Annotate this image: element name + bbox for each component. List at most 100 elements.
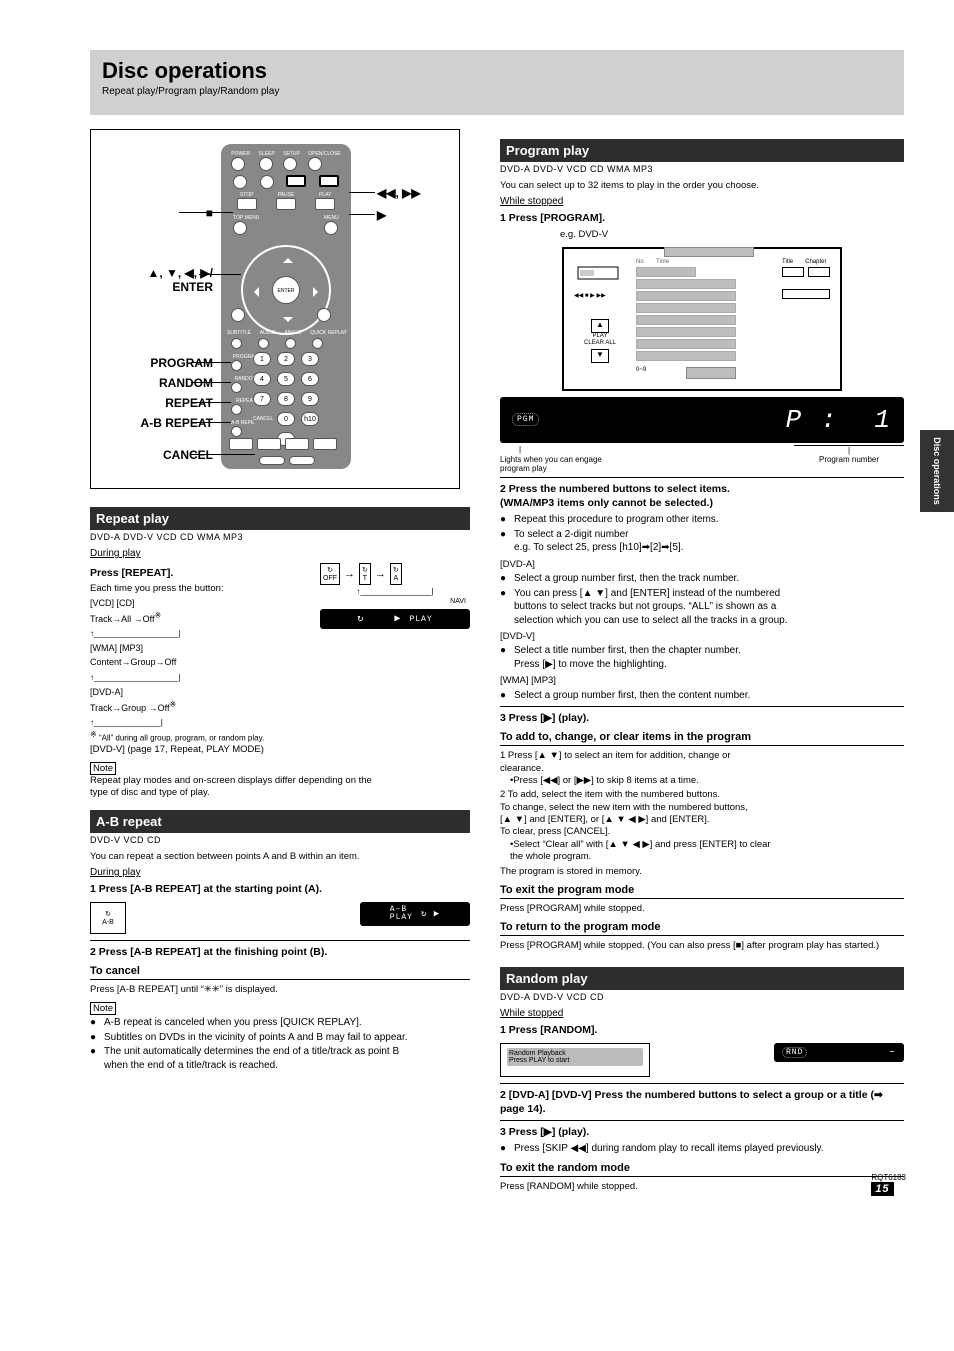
program-disp-labels: Lights when you can engage program play …	[500, 455, 904, 473]
pgm-indicator-icon: PGM	[512, 413, 539, 426]
dpad-left-icon	[249, 287, 259, 297]
program-example: e.g. DVD-V	[560, 229, 904, 241]
lead-line	[191, 402, 231, 403]
enter-label: ENTER	[172, 280, 213, 294]
num-7: 7	[253, 392, 271, 406]
program-add1: 1 Press [▲ ▼] to select an item for addi…	[500, 750, 904, 775]
page-subtitle: Repeat play/Program play/Random play	[102, 86, 892, 97]
p2-dvdv: [DVD-V]	[500, 631, 904, 643]
p2-bullet-2: ●To select a 2-digit number e.g. To sele…	[500, 528, 904, 555]
repeat-playtext: PLAY	[409, 615, 432, 624]
qrep-label: QUICK REPLAY	[310, 330, 347, 336]
zoom-button	[259, 456, 285, 465]
ab-figure: ↻A-B A–B PLAY ↻ ▶	[90, 902, 470, 934]
repeat-osd-figure: ↻OFF → ↻T → ↻A ↑________________| NAVI ↻…	[320, 563, 470, 629]
tv-row	[636, 267, 696, 277]
section-random: Random play	[500, 967, 904, 990]
program-step3: 3 Press [▶] (play).	[500, 711, 904, 725]
lead-line	[191, 362, 231, 363]
program-tv-wrap: ◀◀ ■ ▶ ▶▶ ▲ PLAY CLEAR ALL ▼ No Time	[500, 247, 904, 391]
stop-sym-label: ■	[93, 206, 213, 220]
p2-dvda-b1: ●Select a group number first, then the t…	[500, 572, 904, 586]
setup-button	[283, 157, 297, 171]
tv-row	[636, 339, 736, 349]
player-icon	[574, 259, 622, 289]
angle-button	[285, 338, 296, 349]
program-disp-annot: | |	[500, 445, 904, 455]
ab-step2: 2 Press [A-B REPEAT] at the finishing po…	[90, 945, 470, 959]
display-button	[231, 308, 245, 322]
btn-label: POWER	[231, 152, 250, 157]
section-ab: A-B repeat	[90, 810, 470, 833]
search-back-button	[286, 175, 306, 187]
random-formats: DVD-A DVD-V VCD CD	[500, 992, 904, 1002]
pause-label: PAUSE	[276, 193, 296, 198]
lead-line	[191, 454, 255, 455]
ab-bullet-3: ●The unit automatically determines the e…	[90, 1045, 470, 1072]
p2-dvdv-b1: ●Select a title number first, then the c…	[500, 644, 904, 671]
side-tab: Disc operations	[920, 430, 954, 512]
posmem-button	[289, 456, 315, 465]
display-p: P :	[786, 405, 839, 435]
program-step1: 1 Press [PROGRAM].	[500, 211, 904, 225]
skip-back-button	[233, 175, 247, 189]
abrepeat-label: A-B REPEAT	[93, 416, 213, 430]
play-arrow-label: ▶	[377, 208, 386, 222]
random-exit: Press [RANDOM] while stopped.	[500, 1181, 904, 1193]
num-6: 6	[301, 372, 319, 386]
angle-label: ANGLE	[285, 330, 302, 336]
remote-diagram: POWER SLEEP SETUP OPEN/CLOSE STOP PAUSE	[90, 129, 460, 489]
lead-line	[191, 422, 231, 423]
topmenu-button	[233, 221, 247, 235]
bottom-strip	[229, 438, 337, 450]
divider	[90, 940, 470, 941]
divider	[500, 706, 904, 707]
tv-columns: ◀◀ ■ ▶ ▶▶ ▲ PLAY CLEAR ALL ▼ No Time	[574, 259, 830, 379]
rnd-indicator: RND	[782, 1047, 807, 1058]
right-column: Program play DVD-A DVD-V VCD CD WMA MP3 …	[500, 129, 904, 1193]
ab-osd: ↻A-B	[90, 902, 126, 934]
p2-wma-b1: ●Select a group number first, then the c…	[500, 689, 904, 703]
quickreplay-button	[312, 338, 323, 349]
lead-line	[199, 274, 241, 275]
program-add-tip-a: •Press [◀◀] or [▶▶] to skip 8 items at a…	[510, 775, 904, 787]
program-step2: 2 Press the numbered buttons to select i…	[500, 482, 904, 510]
search-arrows-label: ◀◀, ▶▶	[377, 186, 421, 200]
random-button	[231, 382, 242, 393]
divider	[500, 1083, 904, 1084]
num-2: 2	[277, 352, 295, 366]
num-9: 9	[301, 392, 319, 406]
repeat-display: ↻ ▶ PLAY	[320, 609, 470, 629]
random-step1: 1 Press [RANDOM].	[500, 1023, 904, 1037]
random-figure: Random Playback Press PLAY to start RND …	[500, 1043, 904, 1077]
random-exit-title: To exit the random mode	[500, 1162, 904, 1177]
repeat-instruction: Press [REPEAT].	[90, 566, 308, 580]
pause-button	[276, 198, 296, 210]
subtitle-label: SUBTITLE	[227, 330, 251, 336]
repeat-during: During play	[90, 548, 470, 559]
repeat-content-row: Press [REPEAT]. Each time you press the …	[90, 563, 470, 744]
return-button	[317, 308, 331, 322]
ab-intro: You can repeat a section between points …	[90, 851, 470, 863]
tv-row	[636, 279, 736, 289]
avpd-button	[229, 438, 253, 450]
program-mem-note: The program is stored in memory.	[500, 866, 904, 878]
repeat-note: Note Repeat play modes and on-screen dis…	[90, 763, 470, 800]
navi-tag: NAVI	[320, 598, 466, 605]
search-fwd-button	[319, 175, 339, 187]
ab-step1: 1 Press [A-B REPEAT] at the starting poi…	[90, 882, 470, 896]
repeat-vcd: [VCD] [CD] Track→All →Off※ ↑____________…	[90, 596, 308, 642]
cancel-label: CANCEL	[93, 448, 213, 462]
page-number: RQT6183 15	[871, 1171, 906, 1195]
random-step3: 3 Press [▶] (play).	[500, 1125, 904, 1139]
skip-fwd-button	[260, 175, 274, 189]
left-column: POWER SLEEP SETUP OPEN/CLOSE STOP PAUSE	[90, 129, 470, 1193]
play-button	[315, 198, 335, 210]
topmenu-label: TOP MENU	[233, 216, 259, 221]
page-header: Disc operations Repeat play/Program play…	[90, 50, 904, 115]
num-8: 8	[277, 392, 295, 406]
btn-label: OPEN/CLOSE	[308, 152, 341, 157]
program-exit-title: To exit the program mode	[500, 884, 904, 899]
program-add-tip-b: •Select “Clear all” with [▲ ▼ ◀ ▶] and p…	[510, 839, 904, 864]
repeat-button	[231, 404, 242, 415]
